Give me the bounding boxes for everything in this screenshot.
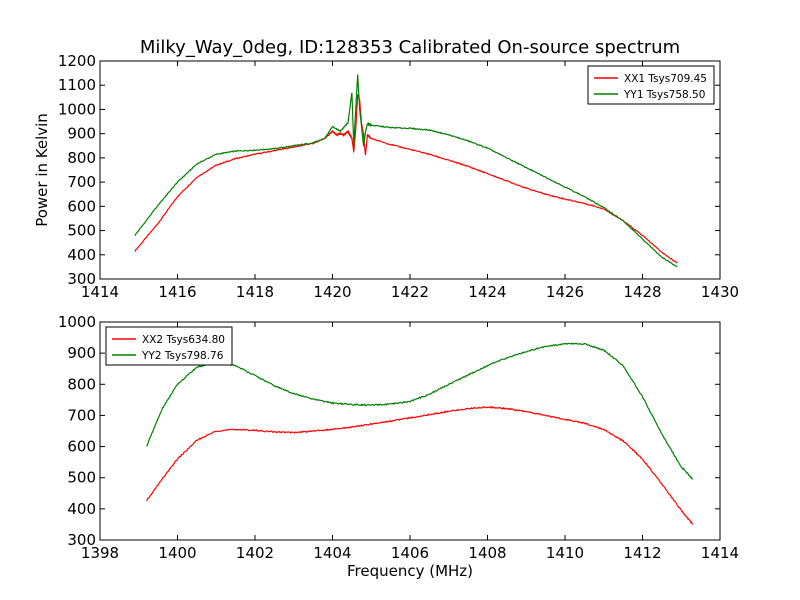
y-tick-label: 800 (67, 375, 96, 393)
x-tick-label: 1424 (468, 283, 506, 301)
legend-box (587, 65, 715, 105)
y-tick-label: 300 (67, 270, 96, 288)
legend-entry: XX2 Tsys634.80 (142, 334, 225, 346)
legend-entry: XX1 Tsys709.45 (624, 73, 707, 85)
y-tick-label: 400 (67, 500, 96, 518)
x-tick-label: 1404 (313, 544, 351, 562)
x-tick-label: 1408 (468, 544, 506, 562)
x-tick-label: 1414 (81, 283, 119, 301)
y-tick-label: 700 (67, 406, 96, 424)
x-tick-label: 1400 (158, 544, 196, 562)
y-tick-label: 900 (67, 344, 96, 362)
y-tick-label: 500 (67, 469, 96, 487)
x-tick-label: 1420 (313, 283, 351, 301)
y-tick-label: 400 (67, 246, 96, 264)
legend: XX1 Tsys709.45 YY1 Tsys758.50 (587, 65, 715, 105)
legend-entry: YY2 Tsys798.76 (141, 350, 224, 362)
x-tick-label: 1430 (701, 283, 739, 301)
y-tick-label: 900 (67, 125, 96, 143)
y-tick-label: 700 (67, 173, 96, 191)
y-tick-label: 300 (67, 531, 96, 549)
x-tick-label: 1428 (623, 283, 661, 301)
y-tick-label: 600 (67, 438, 96, 456)
x-tick-label: 1426 (546, 283, 584, 301)
chart-title: Milky_Way_0deg, ID:128353 Calibrated On-… (140, 37, 680, 58)
y-tick-label: 500 (67, 222, 96, 240)
bottom-spectrum-chart: 1398 1400 1402 1404 1406 1408 1410 1412 1414 300 4… (58, 313, 739, 580)
legend-entry: YY1 Tsys758.50 (623, 89, 705, 101)
legend-box (105, 326, 233, 366)
x-tick-label: 1402 (236, 544, 274, 562)
y-tick-label: 1200 (58, 52, 96, 70)
y-tick-label: 800 (67, 149, 96, 167)
x-tick-label: 1398 (81, 544, 119, 562)
x-tick-label: 1416 (158, 283, 196, 301)
y-tick-label: 1000 (58, 313, 96, 331)
x-tick-label: 1412 (623, 544, 661, 562)
x-tick-label: 1422 (391, 283, 429, 301)
legend: XX2 Tsys634.80 YY2 Tsys798.76 (105, 326, 233, 366)
top-spectrum-chart: 1414 1416 1418 1420 1422 1424 1426 1428 1430 300 4… (33, 52, 739, 301)
y-tick-label: 1100 (58, 76, 96, 94)
x-axis-label: Frequency (MHz) (347, 562, 473, 580)
series-line-1 (146, 405, 694, 525)
x-tick-label: 1414 (701, 544, 739, 562)
y-tick-label: 1000 (58, 100, 96, 118)
x-tick-label: 1418 (236, 283, 274, 301)
x-tick-label: 1410 (546, 544, 584, 562)
series-line-1 (134, 93, 678, 264)
y-axis-label: Power in Kelvin (33, 113, 51, 227)
series-line-2 (134, 74, 678, 268)
y-tick-label: 600 (67, 197, 96, 215)
x-tick-label: 1406 (391, 544, 429, 562)
